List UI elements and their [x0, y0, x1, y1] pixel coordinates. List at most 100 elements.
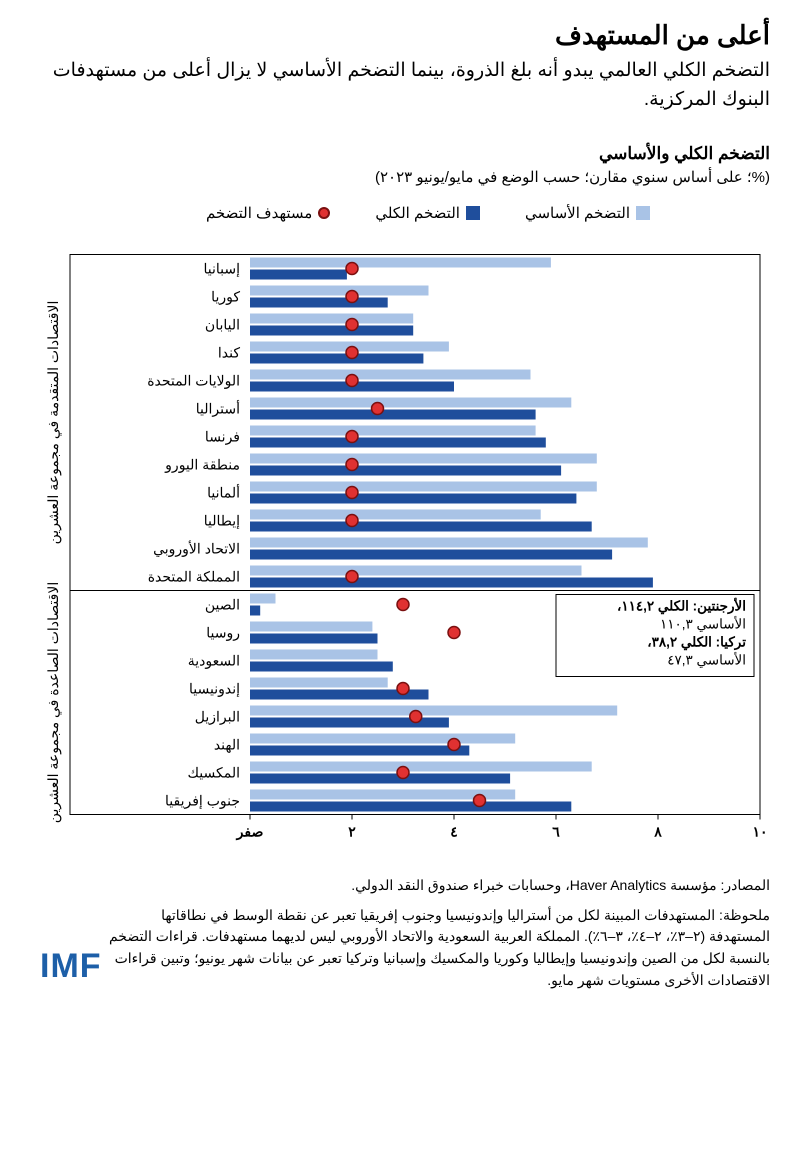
country-label: منطقة اليورو — [164, 457, 240, 474]
core-bar — [250, 426, 536, 436]
target-dot — [346, 347, 358, 359]
page-title: أعلى من المستهدف — [30, 20, 770, 51]
target-dot — [346, 319, 358, 331]
legend-headline-label: التضخم الكلي — [375, 204, 460, 222]
country-label: اليابان — [205, 317, 240, 333]
chart-subtitle: (%؛ على أساس سنوي مقارن؛ حسب الوضع في ما… — [30, 168, 770, 186]
core-bar — [250, 538, 648, 548]
target-dot — [372, 403, 384, 415]
chart-title: التضخم الكلي والأساسي — [30, 144, 770, 164]
country-label: الهند — [214, 737, 240, 754]
target-dot — [346, 431, 358, 443]
x-tick-label: ١٠ — [752, 824, 767, 840]
core-bar — [250, 314, 413, 324]
legend-core: التضخم الأساسي — [525, 204, 650, 222]
core-bar — [250, 566, 582, 576]
core-bar — [250, 622, 372, 632]
legend-target: مستهدف التضخم — [206, 204, 330, 222]
core-bar — [250, 678, 388, 688]
chart-svg: إسبانيا كوريا اليابان كندا الولايات المتحدة أ… — [30, 227, 770, 867]
headline-bar — [250, 354, 423, 364]
sources-text: المصادر: مؤسسة Haver Analytics، وحسابات … — [102, 875, 770, 897]
group-label: الاقتصادات المتقدمة في مجموعة العشرين — [45, 301, 62, 545]
core-bar — [250, 258, 551, 268]
note-text: ملحوظة: المستهدفات المبينة لكل من أسترال… — [102, 905, 770, 992]
target-dot — [346, 263, 358, 275]
headline-bar — [250, 522, 592, 532]
country-label: إسبانيا — [204, 261, 241, 278]
core-bar — [250, 734, 515, 744]
imf-logo: IMF — [30, 947, 102, 991]
group-label: الاقتصادات الصاعدة في مجموعة العشرين — [45, 582, 62, 823]
country-label: المكسيك — [188, 765, 241, 781]
callout-line: تركيا: الكلي ٣٨,٢، — [647, 635, 746, 651]
x-tick-label: ٢ — [348, 824, 356, 840]
page-subtitle: التضخم الكلي العالمي يبدو أنه بلغ الذروة… — [30, 57, 770, 114]
headline-bar — [250, 326, 413, 336]
country-label: البرازيل — [195, 709, 240, 726]
target-dot — [410, 711, 422, 723]
country-label: جنوب إفريقيا — [165, 793, 240, 810]
core-bar — [250, 650, 378, 660]
headline-sq-icon — [466, 206, 480, 220]
x-tick-label: صفر — [236, 824, 264, 841]
headline-bar — [250, 746, 469, 756]
country-label: السعودية — [188, 653, 240, 670]
target-dot — [346, 487, 358, 499]
country-label: كوريا — [211, 289, 240, 306]
headline-bar — [250, 606, 260, 616]
target-dot — [346, 459, 358, 471]
target-dot — [346, 571, 358, 583]
country-label: كندا — [218, 345, 240, 361]
headline-bar — [250, 634, 378, 644]
headline-bar — [250, 494, 576, 504]
headline-bar — [250, 270, 347, 280]
headline-bar — [250, 662, 393, 672]
country-label: أستراليا — [196, 399, 240, 418]
headline-bar — [250, 774, 510, 784]
headline-bar — [250, 550, 612, 560]
core-sq-icon — [636, 206, 650, 220]
headline-bar — [250, 298, 388, 308]
core-bar — [250, 510, 541, 520]
legend-core-label: التضخم الأساسي — [525, 204, 630, 222]
core-bar — [250, 594, 276, 604]
core-bar — [250, 482, 597, 492]
core-bar — [250, 370, 531, 380]
target-dot — [346, 291, 358, 303]
callout-line: الأرجنتين: الكلي ١١٤,٢، — [617, 597, 746, 615]
country-label: فرنسا — [205, 429, 240, 446]
callout-line: الأساسي ١١٠,٣ — [660, 615, 746, 632]
country-label: ألمانيا — [207, 483, 240, 501]
target-dot — [346, 515, 358, 527]
country-label: الاتحاد الأوروبي — [153, 540, 240, 558]
legend-target-label: مستهدف التضخم — [206, 204, 312, 222]
target-dot-icon — [318, 207, 330, 219]
headline-bar — [250, 410, 536, 420]
legend: مستهدف التضخم التضخم الكلي التضخم الأساس… — [30, 204, 770, 222]
country-label: الصين — [205, 597, 240, 614]
x-tick-label: ٨ — [653, 824, 662, 840]
country-label: المملكة المتحدة — [148, 569, 240, 585]
target-dot — [397, 767, 409, 779]
core-bar — [250, 706, 617, 716]
country-label: إندونيسيا — [189, 681, 240, 698]
headline-bar — [250, 438, 546, 448]
legend-headline: التضخم الكلي — [375, 204, 480, 222]
footer: المصادر: مؤسسة Haver Analytics، وحسابات … — [30, 867, 770, 991]
core-bar — [250, 398, 571, 408]
x-tick-label: ٦ — [552, 824, 560, 840]
country-label: روسيا — [206, 625, 240, 642]
country-label: الولايات المتحدة — [147, 373, 240, 390]
headline-bar — [250, 466, 561, 476]
country-label: إيطاليا — [204, 513, 240, 530]
target-dot — [448, 739, 460, 751]
chart-area: إسبانيا كوريا اليابان كندا الولايات المتحدة أ… — [30, 227, 770, 867]
core-bar — [250, 286, 429, 296]
target-dot — [346, 375, 358, 387]
core-bar — [250, 454, 597, 464]
headline-bar — [250, 578, 653, 588]
target-dot — [397, 683, 409, 695]
headline-bar — [250, 802, 571, 812]
target-dot — [397, 599, 409, 611]
